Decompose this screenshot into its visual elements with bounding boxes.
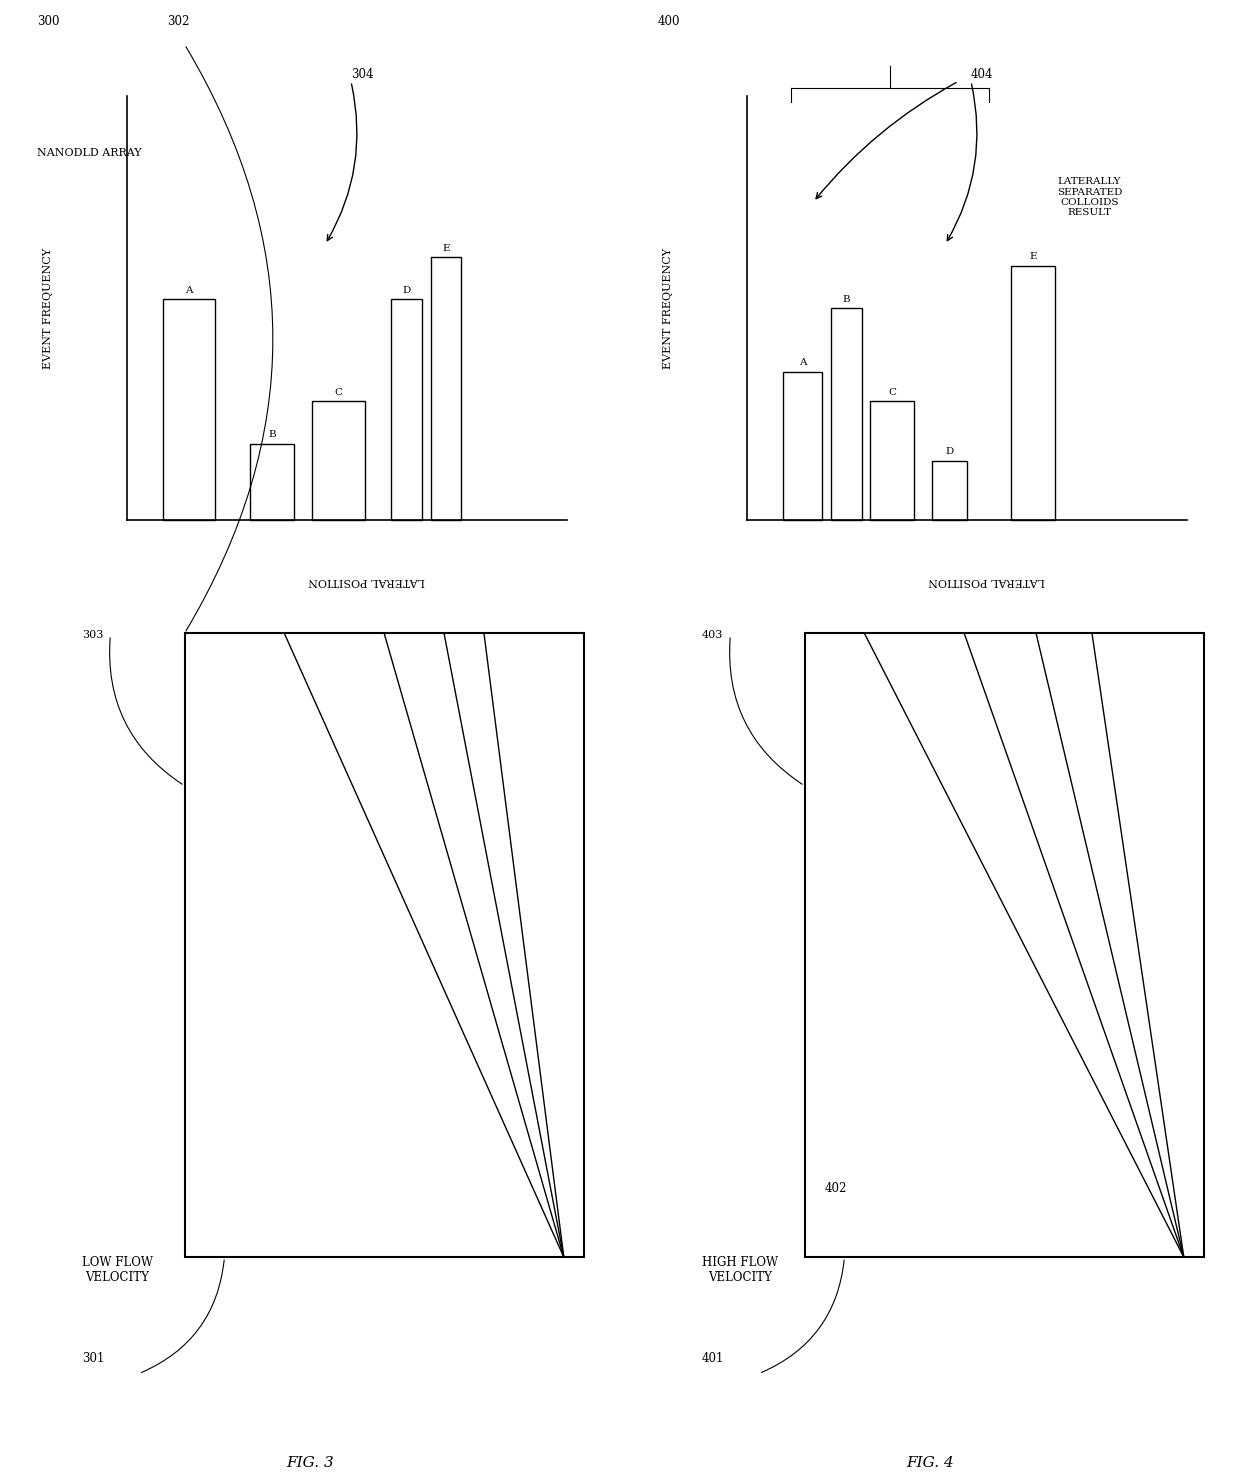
- FancyBboxPatch shape: [162, 300, 216, 520]
- FancyBboxPatch shape: [831, 309, 862, 520]
- Bar: [805, 634, 1204, 1257]
- Text: HIGH FLOW
VELOCITY: HIGH FLOW VELOCITY: [702, 1257, 777, 1284]
- Text: 403: 403: [702, 631, 723, 640]
- Text: B: B: [842, 295, 851, 304]
- FancyBboxPatch shape: [870, 402, 914, 520]
- Text: C: C: [335, 388, 342, 397]
- Text: LATERAL POSITION: LATERAL POSITION: [309, 576, 425, 586]
- Text: LOW FLOW
VELOCITY: LOW FLOW VELOCITY: [82, 1257, 153, 1284]
- FancyBboxPatch shape: [782, 372, 822, 520]
- Text: EVENT FREQUENCY: EVENT FREQUENCY: [42, 247, 52, 369]
- Text: 402: 402: [825, 1182, 847, 1195]
- Text: 301: 301: [82, 1353, 104, 1365]
- Text: E: E: [1029, 253, 1037, 261]
- Text: EVENT FREQUENCY: EVENT FREQUENCY: [662, 247, 672, 369]
- Text: D: D: [945, 448, 954, 456]
- Text: 400: 400: [657, 15, 680, 28]
- Text: 401: 401: [702, 1353, 724, 1365]
- Text: A: A: [799, 359, 806, 368]
- FancyBboxPatch shape: [430, 257, 461, 520]
- Text: D: D: [402, 287, 410, 295]
- FancyBboxPatch shape: [312, 402, 365, 520]
- Text: LATERALLY
SEPARATED
COLLOIDS
RESULT: LATERALLY SEPARATED COLLOIDS RESULT: [1056, 177, 1122, 217]
- Text: FIG. 4: FIG. 4: [906, 1456, 954, 1470]
- Text: 304: 304: [351, 68, 373, 81]
- Text: A: A: [185, 287, 192, 295]
- FancyBboxPatch shape: [932, 461, 967, 520]
- Text: NANODLD ARRAY: NANODLD ARRAY: [37, 148, 141, 158]
- FancyBboxPatch shape: [391, 300, 422, 520]
- Text: 300: 300: [37, 15, 60, 28]
- Text: 303: 303: [82, 631, 103, 640]
- Text: C: C: [888, 388, 897, 397]
- Text: B: B: [269, 430, 277, 440]
- Text: 302: 302: [167, 15, 190, 28]
- FancyBboxPatch shape: [1011, 266, 1055, 520]
- Text: LATERAL POSITION: LATERAL POSITION: [929, 576, 1045, 586]
- Bar: [185, 634, 584, 1257]
- Text: E: E: [443, 244, 450, 253]
- Text: 404: 404: [971, 68, 993, 81]
- Text: FIG. 3: FIG. 3: [286, 1456, 334, 1470]
- FancyBboxPatch shape: [250, 443, 294, 520]
